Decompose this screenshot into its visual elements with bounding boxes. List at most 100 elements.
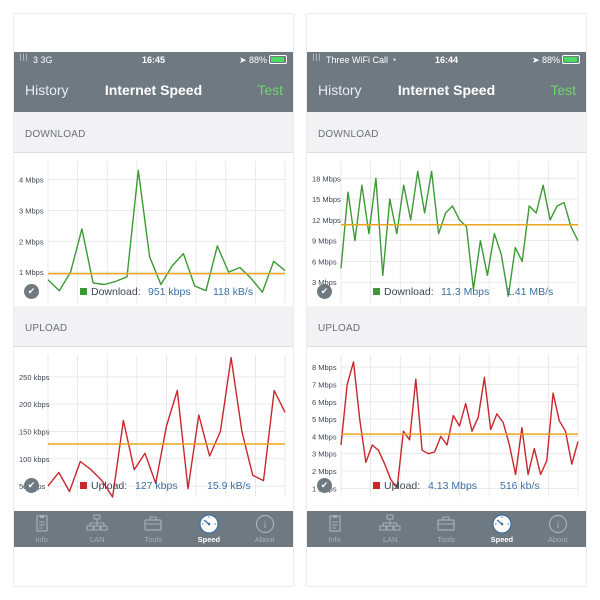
upload-legend: ✔ Upload: 4.13 Mbps 516 kb/s — [307, 477, 586, 497]
svg-text:i: i — [556, 520, 559, 531]
tab-label: Speed — [490, 535, 514, 544]
download-label: Download: — [91, 286, 141, 298]
screens-0-download-chart-svg: 4 Mbps 3 Mbps 2 Mbps 1 Mbps — [19, 161, 286, 303]
nav-bar: History Internet Speed Test — [307, 68, 586, 112]
screens-1-upload-ytick-label: 7 Mbps — [312, 380, 337, 389]
download-rate-bits: 11.3 Mbps — [441, 286, 490, 298]
tools-tab-icon — [437, 516, 455, 531]
screens-0-download-ytick-label: 3 Mbps — [19, 206, 44, 215]
download-rate-bits: 951 kbps — [148, 286, 191, 298]
phone-screen: │││ Three WiFi Call ◔ 16:44 ➤ 88% History Inte… — [307, 14, 586, 586]
screens-1-download-ytick-label: 18 Mbps — [312, 174, 341, 183]
history-button[interactable]: History — [25, 82, 69, 98]
lan-tab-icon — [379, 514, 401, 531]
tab-bar: Info LAN Tools Speed i About — [307, 511, 586, 547]
screens-0-download-ytick-label: 2 Mbps — [19, 237, 44, 246]
download-legend: ✔ Download: 11.3 Mbps 1.41 MB/s — [307, 283, 586, 303]
battery-percent: 88% — [248, 55, 267, 65]
speed-tab-icon — [492, 514, 512, 534]
download-rate-bytes: 1.41 MB/s — [506, 286, 554, 298]
wifi-icon: ◔ — [391, 55, 397, 65]
tab-label: Speed — [197, 535, 221, 544]
screens-0-download-series-line — [47, 169, 286, 293]
tab-lan[interactable]: LAN — [363, 511, 418, 547]
tab-label: Info — [35, 535, 48, 544]
screens-1-download-ytick-label: 6 Mbps — [312, 257, 337, 266]
screens-1-download-ytick-label: 15 Mbps — [312, 195, 341, 204]
check-icon[interactable]: ✔ — [317, 478, 332, 493]
download-color-swatch — [373, 288, 380, 295]
tab-speed[interactable]: Speed — [474, 511, 529, 547]
battery-fill — [271, 57, 284, 62]
check-icon[interactable]: ✔ — [24, 284, 39, 299]
upload-header-label: UPLOAD — [25, 323, 68, 334]
test-button[interactable]: Test — [257, 82, 283, 98]
upload-rate-bits: 127 kbps — [135, 480, 178, 492]
about-tab-icon: i — [548, 514, 567, 534]
tab-label: Info — [328, 535, 341, 544]
download-chart: 4 Mbps 3 Mbps 2 Mbps 1 Mbps — [14, 153, 293, 318]
tab-about[interactable]: i About — [530, 511, 585, 547]
status-right: ➤ 88% — [532, 55, 580, 66]
status-time: 16:45 — [141, 55, 166, 65]
screens-1-upload-ytick-label: 5 Mbps — [312, 415, 337, 424]
upload-section-header: UPLOAD — [14, 306, 293, 347]
tab-label: About — [547, 535, 568, 544]
page-title: Internet Speed — [104, 82, 203, 98]
test-button[interactable]: Test — [550, 82, 576, 98]
screens-1-upload-series-line — [340, 361, 579, 490]
download-rate-bytes: 118 kB/s — [213, 286, 254, 298]
tab-about[interactable]: i About — [237, 511, 292, 547]
check-icon[interactable]: ✔ — [317, 284, 332, 299]
tab-tools[interactable]: Tools — [126, 511, 181, 547]
tab-speed[interactable]: Speed — [181, 511, 236, 547]
phone-screen: │││ 3 3G 16:45 ➤ 88% History Internet Speed Te… — [14, 14, 293, 586]
screens-1-download-ytick-label: 9 Mbps — [312, 237, 337, 246]
upload-section-header: UPLOAD — [307, 306, 586, 347]
tools-tab-icon — [144, 516, 162, 531]
carrier-name: Three WiFi Call — [326, 55, 389, 65]
screens-1-upload-ytick-label: 8 Mbps — [312, 363, 337, 372]
battery-icon — [269, 55, 287, 64]
screens-0-upload-ytick-label: 100 kbps — [19, 455, 50, 464]
screens-1-upload-ytick-label: 3 Mbps — [312, 450, 337, 459]
svg-text:i: i — [263, 520, 266, 531]
download-section-header: DOWNLOAD — [307, 112, 586, 153]
upload-label: Upload: — [91, 480, 128, 492]
screens-1-upload-ytick-label: 4 Mbps — [312, 432, 337, 441]
battery-percent: 88% — [541, 55, 560, 65]
screens-0-upload-ytick-label: 250 kbps — [19, 373, 50, 382]
battery-icon — [562, 55, 580, 64]
tab-tools[interactable]: Tools — [419, 511, 474, 547]
screens-1-download-ytick-label: 12 Mbps — [312, 216, 341, 225]
upload-rate-bytes: 516 kb/s — [500, 480, 540, 492]
battery-fill — [564, 57, 577, 62]
signal-bars-icon: │││ — [19, 55, 28, 61]
tab-label: Tools — [144, 535, 162, 544]
upload-rate-bytes: 15.9 kB/s — [207, 480, 251, 492]
check-icon[interactable]: ✔ — [24, 478, 39, 493]
screens-1-download-ytick-label: 3 Mbps — [312, 278, 337, 287]
speed-tab-icon — [199, 514, 219, 534]
location-icon: ➤ — [238, 55, 249, 65]
tab-bar: Info LAN Tools Speed i About — [14, 511, 293, 547]
status-bar: │││ 3 3G 16:45 ➤ 88% — [14, 52, 293, 68]
download-color-swatch — [80, 288, 87, 295]
tab-lan[interactable]: LAN — [70, 511, 125, 547]
screens-0-download-ytick-label: 1 Mbps — [19, 268, 44, 277]
signal-bars-icon: │││ — [312, 55, 321, 61]
upload-legend: ✔ Upload: 127 kbps 15.9 kB/s — [14, 477, 293, 497]
carrier-name: 3G — [40, 55, 53, 65]
upload-color-swatch — [80, 482, 87, 489]
status-right: ➤ 88% — [239, 55, 287, 66]
tab-label: LAN — [383, 535, 398, 544]
status-bar: │││ Three WiFi Call ◔ 16:44 ➤ 88% — [307, 52, 586, 68]
upload-color-swatch — [373, 482, 380, 489]
history-button[interactable]: History — [318, 82, 362, 98]
tab-info[interactable]: Info — [14, 511, 69, 547]
screens-0-upload-ytick-label: 200 kbps — [19, 400, 50, 409]
screens-1-download-series-line — [340, 170, 579, 297]
tab-info[interactable]: Info — [307, 511, 362, 547]
download-header-label: DOWNLOAD — [25, 129, 86, 140]
